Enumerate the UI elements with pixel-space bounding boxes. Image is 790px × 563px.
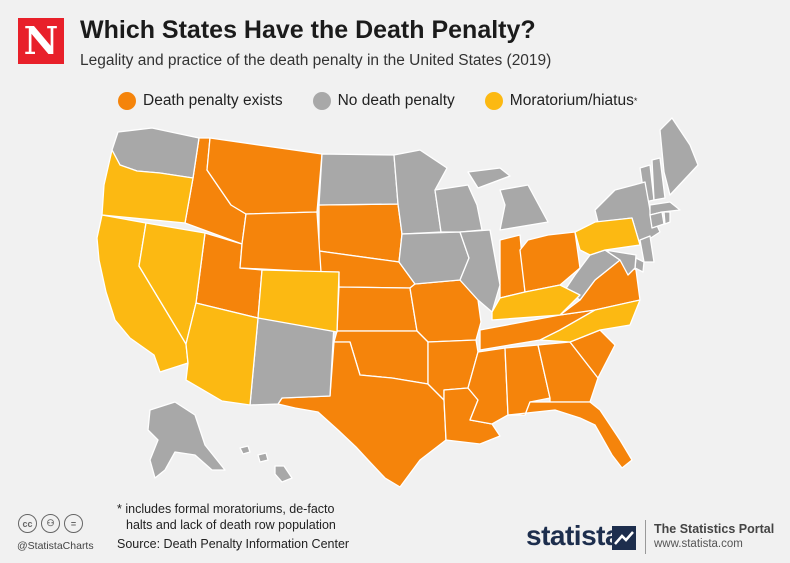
chart-title: Which States Have the Death Penalty?: [80, 16, 536, 44]
legend-label: No death penalty: [337, 92, 455, 109]
footnote-line: * includes formal moratoriums, de-facto: [117, 502, 335, 516]
state-connecticut: [649, 211, 665, 229]
state-pennsylvania: [574, 217, 641, 256]
state-maine: [659, 117, 699, 196]
social-handle: @StatistaCharts: [17, 540, 94, 552]
state-illinois: [459, 229, 501, 313]
state-wisconsin: [434, 184, 483, 233]
footnote-line: halts and lack of death row population: [126, 518, 336, 532]
newsweek-logo: N: [18, 18, 64, 64]
legend-asterisk: *: [633, 96, 638, 106]
state-florida: [507, 401, 633, 469]
state-new-hampshire: [651, 157, 666, 201]
state-kansas: [336, 286, 418, 332]
state-indiana: [499, 234, 526, 299]
footer-divider: [645, 520, 646, 554]
legend-swatch: [484, 92, 503, 110]
state-maryland: [604, 249, 637, 276]
state-iowa: [398, 231, 470, 285]
state-alaska: [147, 401, 226, 479]
state-rhode-island: [663, 211, 671, 225]
state-hawaii: [239, 445, 293, 483]
portal-title: The Statistics Portal: [654, 522, 775, 536]
legend-item-no-death-penalty: No death penalty: [312, 92, 455, 110]
state-massachusetts: [649, 201, 681, 216]
legend-item-moratorium: Moratorium/hiatus *: [484, 92, 638, 110]
state-new-jersey: [639, 235, 655, 263]
legend-label: Death penalty exists: [143, 92, 283, 109]
state-north-carolina: [539, 299, 641, 343]
legend-swatch: [312, 92, 331, 110]
source-text: Source: Death Penalty Information Center: [117, 537, 350, 551]
logo-letter: N: [23, 18, 59, 63]
cc-icon: cc: [18, 514, 37, 533]
portal-url: www.statista.com: [654, 538, 743, 550]
license-icons: cc ⚇ =: [18, 514, 87, 533]
nd-icon: =: [64, 514, 83, 533]
legend-item-death-penalty: Death penalty exists: [118, 92, 283, 110]
footnote: * includes formal moratoriums, de-facto …: [117, 501, 336, 533]
legend-label: Moratorium/hiatus: [509, 92, 634, 109]
by-icon: ⚇: [41, 514, 60, 533]
state-wyoming: [239, 211, 322, 273]
state-ohio: [519, 231, 581, 293]
state-new-mexico: [249, 317, 335, 406]
chart-subtitle: Legality and practice of the death penal…: [80, 52, 552, 69]
state-colorado: [257, 269, 340, 333]
statista-logo-icon: [612, 526, 636, 550]
state-oregon: [101, 149, 194, 224]
legend: Death penalty exists No death penalty Mo…: [118, 92, 667, 110]
state-north-dakota: [318, 153, 399, 206]
state-arizona: [185, 302, 259, 406]
legend-swatch: [118, 92, 136, 110]
state-kentucky: [491, 284, 581, 321]
statista-logo-text: statista: [526, 520, 621, 551]
state-michigan: [467, 167, 549, 231]
